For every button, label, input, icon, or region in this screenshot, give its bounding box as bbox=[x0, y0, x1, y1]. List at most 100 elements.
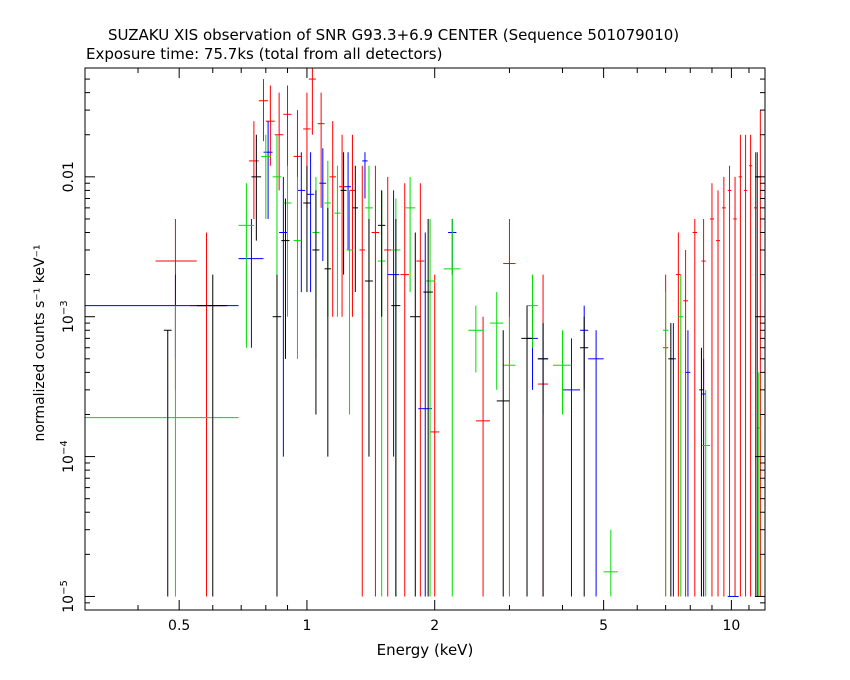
data-point bbox=[678, 274, 684, 597]
data-point bbox=[701, 389, 710, 597]
data-point bbox=[562, 338, 581, 597]
data-point bbox=[490, 292, 504, 390]
plot-frame bbox=[84, 67, 766, 611]
data-point bbox=[308, 68, 316, 135]
series-4 bbox=[163, 134, 759, 597]
data-point bbox=[753, 152, 758, 597]
data-point bbox=[503, 316, 516, 597]
data-point bbox=[685, 330, 691, 597]
data-point bbox=[362, 152, 368, 199]
axes: 0.5 1 2 5 10 10−5 10−4 10−3 0.01 bbox=[59, 67, 766, 634]
data-point bbox=[662, 292, 669, 597]
data-point bbox=[274, 92, 284, 191]
data-point bbox=[251, 134, 262, 241]
series-3 bbox=[85, 134, 761, 597]
data-point bbox=[263, 121, 273, 219]
data-point bbox=[265, 85, 275, 166]
x-tick-label: 0.5 bbox=[168, 618, 190, 634]
data-point bbox=[743, 134, 748, 597]
x-tick-label: 10 bbox=[722, 618, 740, 634]
data-point bbox=[238, 183, 254, 348]
chart-title: SUZAKU XIS observation of SNR G93.3+6.9 … bbox=[108, 26, 679, 44]
data-point bbox=[425, 218, 435, 597]
data-point bbox=[155, 218, 197, 390]
data-point bbox=[716, 190, 720, 597]
data-point bbox=[699, 347, 704, 597]
data-point bbox=[709, 183, 715, 597]
data-point bbox=[430, 274, 440, 597]
data-point bbox=[196, 274, 228, 597]
data-point bbox=[281, 198, 290, 359]
data-point bbox=[85, 274, 239, 359]
data-point bbox=[306, 152, 315, 293]
data-point bbox=[468, 305, 484, 373]
data-point bbox=[189, 232, 225, 597]
data-point bbox=[668, 323, 674, 597]
y-tick-label: 10−5 bbox=[59, 580, 77, 613]
data-point bbox=[603, 529, 618, 597]
data-point bbox=[475, 316, 491, 597]
data-point bbox=[85, 305, 239, 597]
data-point bbox=[349, 134, 356, 317]
data-point bbox=[272, 134, 282, 275]
x-tick-label: 2 bbox=[430, 618, 439, 634]
data-point bbox=[317, 92, 325, 208]
data-point bbox=[283, 165, 292, 317]
data-point bbox=[537, 323, 549, 597]
data-point bbox=[527, 274, 538, 348]
y-axis bbox=[85, 67, 765, 611]
data-point bbox=[261, 134, 271, 219]
data-point bbox=[443, 218, 461, 597]
data-point bbox=[692, 218, 698, 597]
plot-area bbox=[85, 68, 762, 597]
data-point bbox=[400, 183, 410, 597]
series-1 bbox=[155, 68, 762, 597]
data-point bbox=[738, 134, 743, 597]
chart-subtitle: Exposure time: 75.7ks (total from all de… bbox=[86, 45, 442, 63]
data-point bbox=[371, 165, 380, 597]
data-point bbox=[293, 176, 302, 359]
data-point bbox=[521, 305, 533, 597]
data-point bbox=[324, 207, 332, 457]
data-point bbox=[248, 121, 259, 219]
data-point bbox=[312, 190, 320, 415]
data-point bbox=[701, 358, 706, 597]
data-point bbox=[675, 232, 681, 597]
data-point bbox=[345, 152, 351, 250]
data-point bbox=[721, 176, 726, 597]
data-point bbox=[258, 79, 269, 142]
data-point bbox=[163, 329, 172, 597]
data-point bbox=[757, 372, 761, 597]
data-point bbox=[319, 148, 327, 262]
data-point bbox=[404, 176, 416, 293]
data-point bbox=[410, 232, 421, 597]
data-point bbox=[496, 330, 510, 597]
data-point bbox=[733, 176, 737, 597]
x-tick-label: 1 bbox=[302, 618, 311, 634]
data-point bbox=[346, 190, 353, 415]
data-point bbox=[384, 176, 392, 597]
data-point bbox=[283, 85, 292, 177]
data-point bbox=[387, 190, 400, 457]
data-point bbox=[391, 218, 401, 597]
data-point bbox=[670, 323, 676, 597]
data-point bbox=[553, 330, 572, 415]
data-point bbox=[748, 134, 753, 597]
data-point bbox=[580, 316, 589, 597]
y-axis-label: normalized counts s⁻¹ keV⁻¹ bbox=[32, 244, 48, 441]
data-point bbox=[279, 176, 288, 457]
data-point bbox=[297, 152, 306, 293]
data-point bbox=[303, 165, 311, 293]
data-point bbox=[272, 274, 282, 597]
x-axis-label: Energy (keV) bbox=[377, 641, 474, 659]
data-point bbox=[352, 165, 359, 293]
data-point bbox=[334, 165, 341, 317]
y-tick-label: 10−3 bbox=[59, 300, 77, 333]
data-point bbox=[588, 330, 604, 597]
data-point bbox=[727, 165, 732, 597]
data-point bbox=[416, 183, 425, 597]
x-axis bbox=[84, 68, 766, 610]
data-point bbox=[423, 218, 433, 597]
data-point bbox=[340, 152, 347, 275]
